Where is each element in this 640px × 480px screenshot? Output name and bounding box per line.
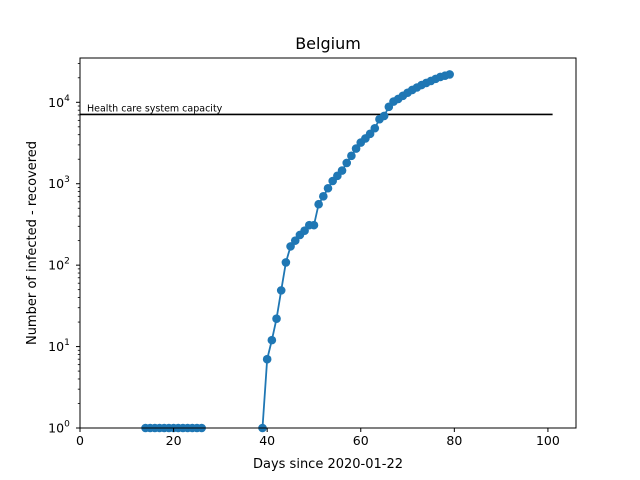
x-axis-label: Days since 2020-01-22 [253,457,403,472]
x-tick-label: 40 [259,433,275,448]
y-tick-label: 101 [48,338,70,354]
y-tick-base: 10 [48,258,64,273]
y-tick-base: 10 [48,176,64,191]
y-tick-base: 10 [48,95,64,110]
y-tick-label: 103 [48,175,70,191]
y-tick-base: 10 [48,339,64,354]
data-point [337,166,347,175]
series-line [261,73,450,429]
x-tick-label: 0 [76,433,84,448]
data-point [290,236,300,245]
y-axis-label: Number of infected - recovered [25,141,40,345]
y-tick-base: 10 [48,421,64,436]
x-tick-label: 20 [166,433,182,448]
data-point [314,199,323,209]
y-tick-label: 104 [48,94,70,110]
x-tick-label: 100 [536,433,560,448]
y-tick-exponent: 4 [64,94,70,104]
data-point [286,242,295,251]
axes-frame [79,57,577,429]
chart-title: Belgium [295,34,361,53]
y-tick-exponent: 2 [64,257,70,267]
capacity-label: Health care system capacity [87,103,223,114]
y-tick-label: 100 [48,420,70,436]
y-tick-exponent: 1 [64,338,70,348]
data-point [267,335,277,345]
data-point [319,192,328,201]
data-point [272,314,281,323]
plot-area: Health care system capacity [80,70,553,433]
data-point [379,111,389,121]
data-point [262,354,272,364]
y-tick-exponent: 3 [64,175,70,185]
data-point [445,70,454,79]
data-point [309,220,319,230]
x-axis: 0 20 40 60 80 100 [76,428,560,448]
data-point [351,144,361,153]
x-tick-label: 80 [446,433,462,448]
data-point [342,158,352,168]
data-point [323,183,333,193]
y-tick-exponent: 0 [64,420,70,430]
data-point [276,286,286,295]
x-tick-label: 60 [353,433,369,448]
data-point [370,123,380,133]
data-point [347,151,356,161]
data-point [281,258,291,267]
y-tick-label: 102 [48,257,70,273]
